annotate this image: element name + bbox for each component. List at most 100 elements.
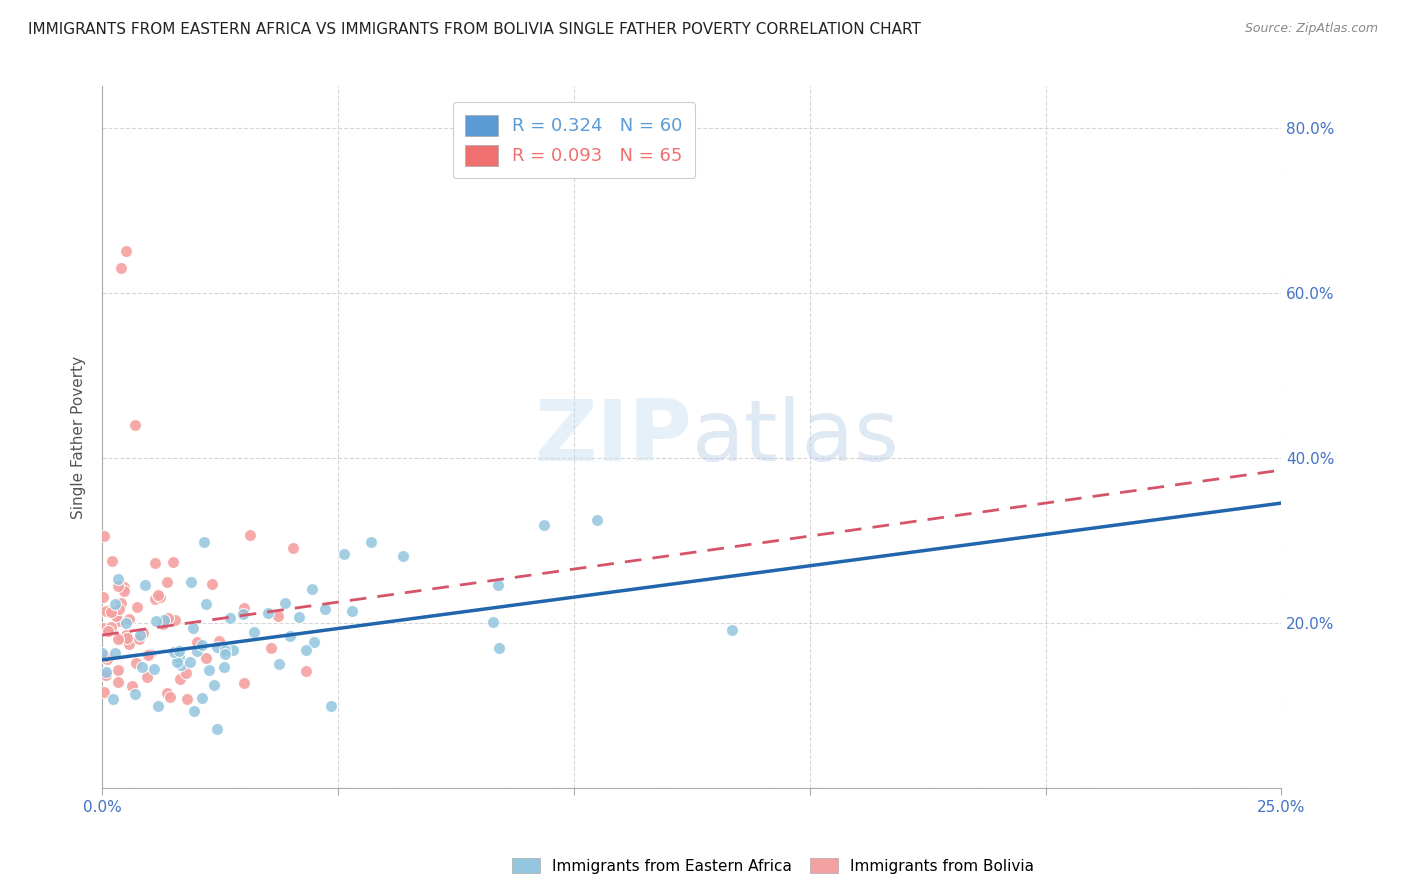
Point: [360, 535, 382, 549]
Point: [156, 610, 179, 624]
Point: [218, 611, 240, 625]
Point: [194, 651, 217, 665]
Point: [121, 679, 143, 693]
Point: [170, 658, 193, 673]
Point: [232, 675, 254, 690]
Point: [340, 604, 363, 618]
Point: [112, 580, 135, 594]
Point: [176, 691, 198, 706]
Point: [278, 629, 301, 643]
Point: [124, 417, 146, 432]
Point: [167, 650, 190, 665]
Y-axis label: Single Father Poverty: Single Father Poverty: [72, 356, 86, 518]
Point: [190, 691, 212, 706]
Point: [295, 642, 318, 657]
Point: [107, 632, 129, 646]
Point: [117, 631, 139, 645]
Point: [152, 616, 174, 631]
Point: [159, 690, 181, 704]
Point: [124, 687, 146, 701]
Point: [482, 615, 505, 630]
Point: [288, 609, 311, 624]
Point: [136, 648, 159, 662]
Point: [96, 668, 118, 682]
Point: [125, 600, 148, 615]
Point: [108, 614, 131, 628]
Point: [149, 590, 172, 604]
Point: [202, 678, 225, 692]
Point: [96, 648, 118, 663]
Point: [283, 541, 305, 555]
Point: [145, 592, 167, 607]
Point: [274, 596, 297, 610]
Point: [222, 642, 245, 657]
Point: [107, 579, 129, 593]
Point: [488, 640, 510, 655]
Point: [107, 675, 129, 690]
Point: [100, 605, 122, 619]
Point: [179, 655, 201, 669]
Point: [118, 612, 141, 626]
Point: [233, 601, 256, 615]
Text: atlas: atlas: [692, 395, 900, 478]
Point: [131, 660, 153, 674]
Point: [110, 596, 132, 610]
Point: [139, 647, 162, 661]
Point: [103, 597, 125, 611]
Point: [191, 639, 214, 653]
Point: [143, 556, 166, 570]
Point: [186, 644, 208, 658]
Point: [267, 657, 290, 671]
Point: [166, 655, 188, 669]
Point: [301, 582, 323, 596]
Point: [169, 672, 191, 686]
Point: [100, 554, 122, 568]
Point: [214, 660, 236, 674]
Point: [333, 547, 356, 561]
Point: [145, 614, 167, 628]
Point: [117, 637, 139, 651]
Point: [304, 635, 326, 649]
Text: Source: ZipAtlas.com: Source: ZipAtlas.com: [1244, 22, 1378, 36]
Point: [174, 665, 197, 680]
Point: [198, 664, 221, 678]
Point: [96, 665, 118, 679]
Point: [239, 527, 262, 541]
Point: [91, 590, 114, 604]
Point: [114, 244, 136, 259]
Point: [156, 686, 179, 700]
Point: [533, 518, 555, 533]
Point: [93, 528, 115, 542]
Point: [153, 613, 176, 627]
Point: [167, 644, 190, 658]
Point: [114, 615, 136, 630]
Point: [111, 632, 134, 647]
Point: [125, 657, 148, 671]
Point: [94, 604, 117, 618]
Point: [208, 634, 231, 648]
Point: [148, 698, 170, 713]
Point: [148, 588, 170, 602]
Point: [107, 573, 129, 587]
Point: [232, 607, 254, 621]
Point: [391, 549, 413, 563]
Point: [110, 260, 132, 275]
Point: [91, 646, 114, 660]
Point: [115, 628, 138, 642]
Point: [214, 643, 236, 657]
Point: [156, 575, 179, 590]
Point: [134, 578, 156, 592]
Point: [205, 722, 228, 736]
Text: IMMIGRANTS FROM EASTERN AFRICA VS IMMIGRANTS FROM BOLIVIA SINGLE FATHER POVERTY : IMMIGRANTS FROM EASTERN AFRICA VS IMMIGR…: [28, 22, 921, 37]
Point: [180, 574, 202, 589]
Point: [103, 691, 125, 706]
Point: [112, 584, 135, 599]
Text: ZIP: ZIP: [534, 395, 692, 478]
Point: [162, 555, 184, 569]
Point: [94, 666, 117, 681]
Point: [205, 640, 228, 654]
Point: [193, 535, 215, 549]
Point: [267, 608, 290, 623]
Point: [321, 698, 343, 713]
Point: [163, 613, 186, 627]
